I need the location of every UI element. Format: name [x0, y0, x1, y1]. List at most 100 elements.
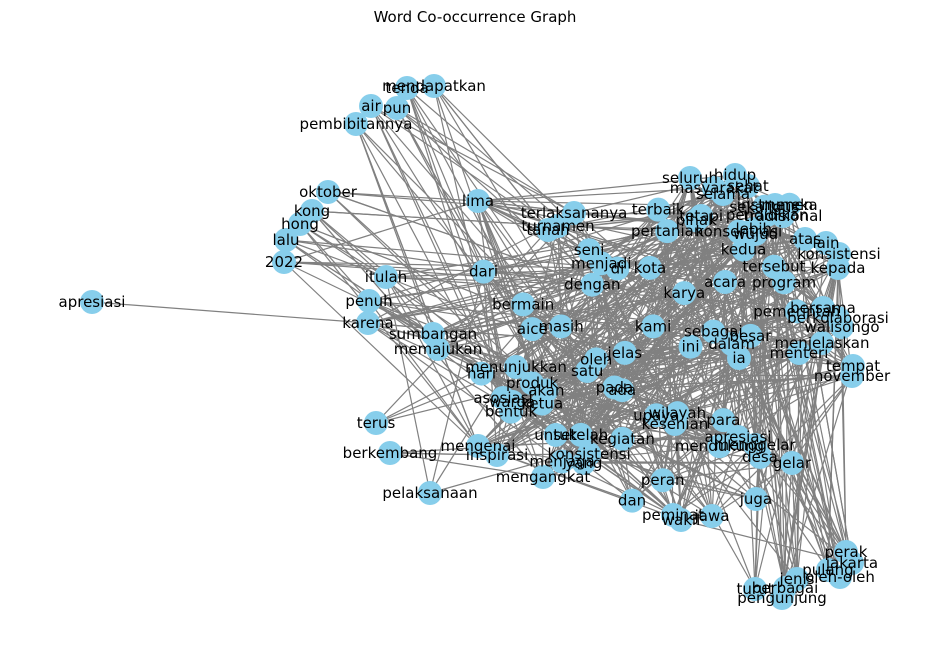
graph-node [641, 314, 666, 339]
graph-edge [477, 200, 543, 404]
node-circle [534, 378, 559, 403]
node-label: menjaga [529, 453, 594, 471]
graph-edge [583, 219, 697, 464]
graph-node [499, 399, 524, 424]
node-circle [655, 219, 680, 244]
node-label: aice [517, 320, 548, 338]
graph-edge [545, 219, 697, 391]
node-label: kegiatan [590, 430, 655, 448]
node-label: 2022 [265, 253, 303, 271]
node-label: oktober [299, 183, 358, 201]
graph-edge [796, 238, 806, 580]
graph-edge [755, 375, 853, 500]
node-circle [584, 347, 609, 372]
graph-node [374, 265, 398, 289]
node-label: konsentrasi [696, 222, 783, 240]
node-circle [543, 422, 568, 447]
node-label: yang [565, 454, 602, 472]
graph-node [743, 432, 768, 457]
node-label: para [706, 411, 740, 429]
node-label: tanah [526, 221, 569, 239]
graph-node [395, 76, 419, 100]
node-label: air [361, 97, 381, 115]
node-circle [743, 432, 768, 457]
node-label: pihak [676, 211, 717, 229]
node-label: atas [789, 230, 821, 248]
node-circle [713, 269, 738, 294]
graph-node [316, 180, 340, 204]
graph-node [344, 112, 368, 136]
graph-node [378, 441, 402, 465]
node-circle [672, 281, 697, 306]
graph-edge [477, 200, 597, 360]
graph-node [511, 292, 536, 317]
node-circle [743, 487, 768, 512]
graph-node [719, 331, 744, 356]
node-circle [620, 488, 645, 513]
node-label: kedua [721, 241, 767, 259]
node-circle [485, 443, 509, 467]
graph-node [707, 434, 732, 459]
node-circle [466, 434, 490, 458]
node-circle [780, 451, 804, 475]
node-label: dan [618, 492, 646, 510]
node-label: memajukan [394, 340, 482, 358]
node-circle [814, 231, 838, 255]
node-label: ketua [521, 395, 563, 413]
node-label: tenda [385, 79, 428, 97]
graph-edge [601, 219, 697, 264]
node-label: bermain [492, 295, 554, 313]
node-label: warga [489, 393, 535, 411]
node-circle [357, 289, 381, 313]
graph-node [471, 259, 496, 284]
graph-node [580, 272, 605, 297]
graph-node [772, 270, 797, 295]
graph-edge [718, 242, 827, 447]
node-label: hong [281, 215, 319, 233]
node-label: dari [469, 263, 498, 281]
graph-edge [672, 456, 761, 516]
node-circle [784, 299, 809, 324]
node-circle [644, 403, 669, 428]
node-circle [356, 311, 380, 335]
node-label: pembibitannya [300, 115, 413, 133]
node-circle [701, 319, 726, 344]
graph-edge [477, 445, 682, 521]
graph-edge [367, 233, 756, 324]
node-label: untuk [534, 426, 577, 444]
node-label: berbagai [752, 579, 819, 597]
graph-edge [299, 223, 370, 302]
node-label: konsistensi [797, 245, 880, 263]
graph-node [550, 449, 575, 474]
node-label: wujud [733, 225, 778, 243]
node-label: inspirasi [466, 446, 529, 464]
graph-edge [367, 284, 593, 324]
node-label: mereka [761, 196, 818, 214]
graph-node [646, 197, 671, 222]
graph-node [810, 331, 834, 355]
node-label: wilayah [649, 404, 706, 422]
node-label: mengangkat [496, 468, 591, 486]
graph-edge [614, 307, 824, 389]
graph-node [274, 228, 298, 252]
node-label: ia [732, 349, 745, 367]
node-label: juga [739, 490, 772, 508]
node-label: akan [528, 381, 564, 399]
node-label: peminat [642, 506, 704, 524]
graph-node [787, 341, 811, 365]
node-circle [826, 256, 850, 280]
graph-edge [477, 326, 843, 447]
node-circle [841, 354, 865, 378]
node-label: kong [294, 202, 330, 220]
node-circle [422, 74, 446, 98]
node-label: seni [574, 241, 605, 259]
node-label: sumbangan [389, 325, 477, 343]
node-circle [711, 408, 736, 433]
node-label: konsistensi [548, 445, 631, 463]
node-label: masyarakat [670, 179, 759, 197]
graph-title: Word Co-occurrence Graph [374, 8, 577, 26]
graph-node [610, 378, 635, 403]
graph-edge [477, 200, 765, 208]
graph-node [738, 323, 763, 348]
graph-node [684, 208, 709, 233]
